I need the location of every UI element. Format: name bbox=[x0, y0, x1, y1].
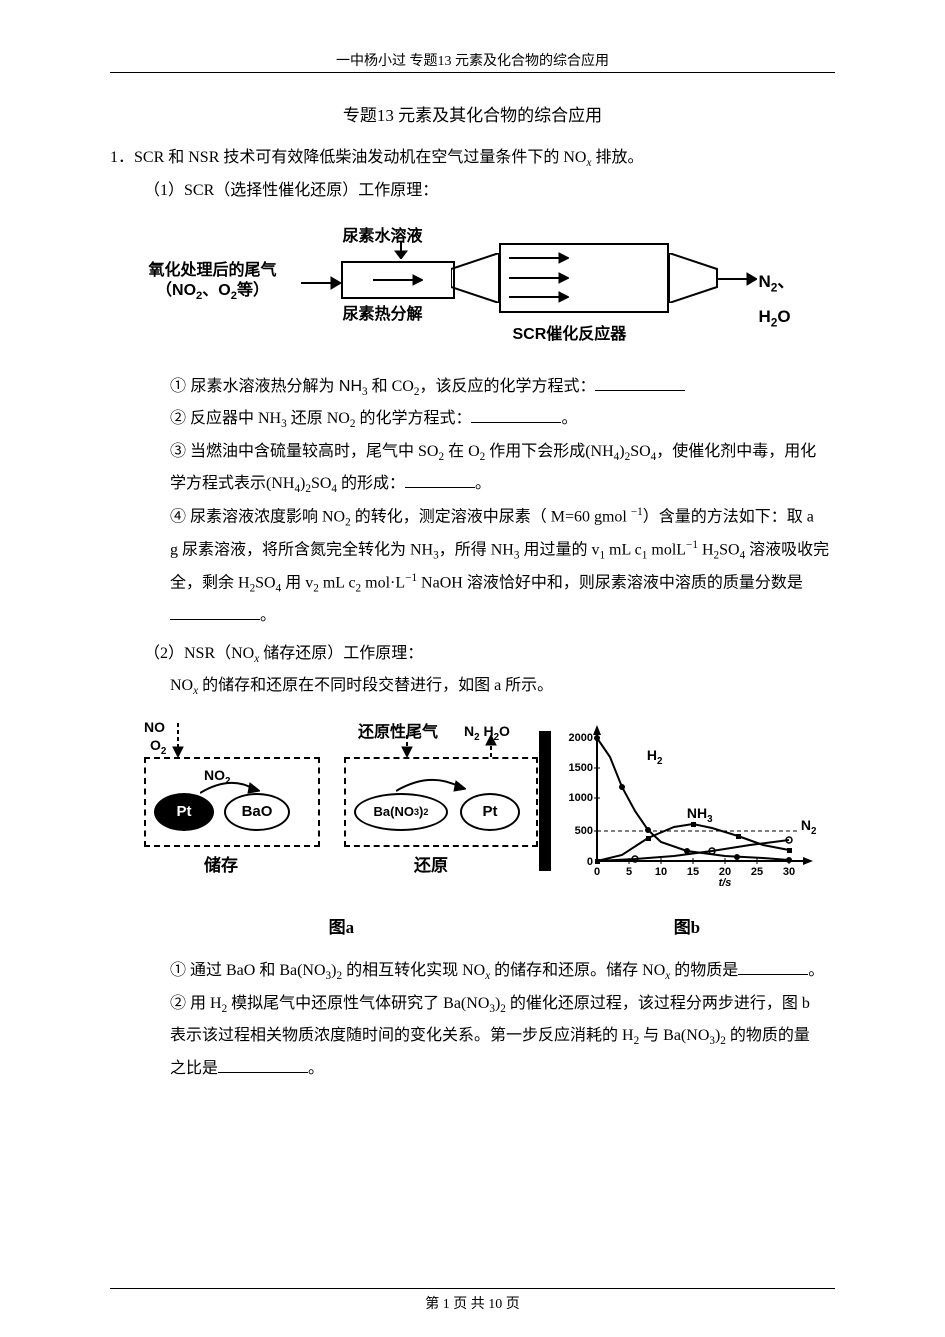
item-j2c: 之比是 bbox=[170, 1060, 218, 1077]
figure-a: NO O2 NO2 Pt BaO 储存 还原性尾气 N2 H2O bbox=[144, 711, 539, 921]
svg-text:5: 5 bbox=[626, 866, 632, 878]
cone-icon bbox=[669, 253, 719, 303]
fill-blank bbox=[738, 958, 808, 975]
cone-icon bbox=[451, 253, 501, 303]
svg-text:10: 10 bbox=[655, 866, 667, 878]
svg-text:1000: 1000 bbox=[568, 792, 592, 804]
figure-b-caption: 图b bbox=[539, 911, 835, 945]
n2-series-label: N2 bbox=[801, 811, 817, 841]
arrow-icon bbox=[509, 291, 569, 303]
svg-text:2000: 2000 bbox=[568, 732, 592, 744]
page-footer: 第 1 页 共 10 页 bbox=[0, 1288, 945, 1313]
arrow-icon bbox=[373, 273, 423, 287]
item-3a: ③ 当燃油中含硫量较高时，尾气中 SO bbox=[170, 443, 438, 460]
scr-inlet-label: 氧化处理后的尾气 （NO2、O2等） bbox=[123, 261, 303, 305]
pt-oval: Pt bbox=[154, 793, 214, 831]
scr-reactor-label: SCR催化反应器 bbox=[513, 319, 627, 351]
svg-text:15: 15 bbox=[687, 866, 699, 878]
svg-text:25: 25 bbox=[751, 866, 763, 878]
running-head: 一中杨小过 专题13 元素及化合物的综合应用 bbox=[110, 50, 835, 70]
item-j2a: ② 用 H bbox=[170, 995, 222, 1012]
decompose-label: 尿素热分解 bbox=[343, 299, 423, 331]
scr-inlet-l1: 氧化处理后的尾气 bbox=[123, 261, 303, 282]
bao-oval: BaO bbox=[224, 793, 290, 831]
header-rule bbox=[110, 72, 835, 73]
svg-text:30: 30 bbox=[783, 866, 795, 878]
fill-blank bbox=[595, 374, 685, 391]
q1-part2b: NO bbox=[170, 677, 193, 694]
bano3-oval: Ba(NO3)2 bbox=[354, 793, 448, 831]
q1-stem-b: 排放。 bbox=[591, 149, 643, 166]
down-arrow-icon bbox=[400, 735, 414, 757]
urea-label: 尿素水溶液 bbox=[343, 221, 423, 253]
up-arrow-icon bbox=[484, 735, 498, 757]
item-4c: 全，剩余 H bbox=[170, 574, 250, 591]
pt-oval-2: Pt bbox=[460, 793, 520, 831]
decomposer-box bbox=[341, 261, 455, 299]
red-gas-label: 还原性尾气 bbox=[358, 717, 438, 749]
arrow-icon bbox=[509, 252, 569, 264]
question-1: 1．SCR 和 NSR 技术可有效降低柴油发动机在空气过量条件下的 NOx 排放… bbox=[110, 142, 835, 1085]
store-label: 储存 bbox=[204, 849, 238, 883]
scr-inlet-l2: （NO2、O2等） bbox=[123, 281, 303, 304]
svg-text:0: 0 bbox=[587, 856, 593, 868]
curve-arrow-icon bbox=[396, 775, 466, 795]
item-4b: g 尿素溶液，将所含氮完全转化为 NH bbox=[170, 541, 433, 558]
arrow-icon bbox=[717, 271, 757, 287]
reduce-label: 还原 bbox=[414, 849, 448, 883]
figure-a-caption: 图a bbox=[144, 911, 539, 945]
arrow-icon bbox=[509, 272, 569, 284]
arrow-icon bbox=[301, 275, 341, 291]
q1-part2a: （2）NSR（NO bbox=[144, 645, 254, 662]
y-bar-icon bbox=[539, 731, 551, 871]
item-3b: 学方程式表示(NH bbox=[170, 475, 294, 492]
q1-part1: （1）SCR（选择性催化还原）工作原理： bbox=[110, 175, 835, 207]
down-arrow-icon bbox=[172, 723, 192, 757]
down-arrow-icon bbox=[393, 241, 409, 259]
scr-outlet-label: N2、H2O bbox=[759, 265, 795, 335]
item-4a: ④ 尿素溶液浓度影响 NO bbox=[170, 508, 345, 525]
svg-text:500: 500 bbox=[575, 825, 593, 837]
fill-blank bbox=[218, 1056, 308, 1073]
h2-series-label: H2 bbox=[647, 741, 663, 771]
doc-title: 专题13 元素及其化合物的综合应用 bbox=[110, 101, 835, 126]
item-j1: ① 通过 BaO 和 Ba(NO bbox=[170, 962, 326, 979]
q1-stem-a: 1．SCR 和 NSR 技术可有效降低柴油发动机在空气过量条件下的 NO bbox=[110, 149, 586, 166]
svg-text:0: 0 bbox=[594, 866, 600, 878]
nh3-series-label: NH3 bbox=[687, 799, 713, 829]
scr-reactor-box bbox=[499, 243, 669, 313]
fill-blank bbox=[170, 603, 260, 620]
item-j2b: 表示该过程相关物质浓度随时间的变化关系。第一步反应消耗的 H bbox=[170, 1027, 634, 1044]
scr-diagram: 氧化处理后的尾气 （NO2、O2等） 尿素水溶液 尿素热分解 SCR催化反应器 bbox=[153, 217, 793, 357]
item-1: ① 尿素水溶液热分解为 NH bbox=[170, 378, 362, 395]
fill-blank bbox=[405, 471, 475, 488]
svg-text:1500: 1500 bbox=[568, 762, 592, 774]
fill-blank bbox=[471, 406, 561, 423]
svg-text:t/s: t/s bbox=[718, 877, 731, 886]
item-2: ② 反应器中 NH bbox=[170, 410, 281, 427]
figure-b: 2000 1500 1000 500 0 0 5 10 15 20 bbox=[539, 711, 835, 921]
